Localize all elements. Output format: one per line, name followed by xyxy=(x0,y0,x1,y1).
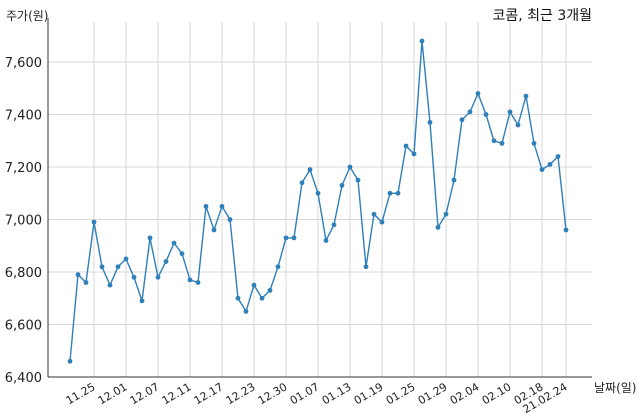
data-point xyxy=(427,119,433,125)
data-point xyxy=(411,151,417,157)
data-point xyxy=(171,240,177,246)
y-tick-label: 6,600 xyxy=(5,319,42,334)
data-point xyxy=(139,298,145,304)
data-point xyxy=(243,308,249,314)
y-tick-labels: 6,400 6,600 6,800 7,000 7,200 7,400 7,600 xyxy=(5,56,42,386)
data-point xyxy=(443,211,449,217)
data-point xyxy=(403,143,409,149)
x-tick-label: 02.10 xyxy=(480,380,514,407)
x-tick-label: 01.19 xyxy=(352,380,386,407)
data-point xyxy=(307,167,313,173)
x-tick-label: 11.25 xyxy=(64,380,98,407)
data-point xyxy=(251,282,257,288)
data-point xyxy=(227,217,233,222)
data-point xyxy=(315,190,321,196)
y-axis-label: 주가(원) xyxy=(6,9,48,23)
data-point xyxy=(267,287,273,293)
data-point xyxy=(419,38,425,44)
data-point xyxy=(531,140,537,146)
data-point xyxy=(355,177,361,183)
data-point xyxy=(451,177,457,183)
x-tick-label: 01.29 xyxy=(416,380,450,407)
data-point xyxy=(147,235,153,241)
x-tick-label: 01.25 xyxy=(384,380,418,407)
data-point xyxy=(179,251,185,257)
data-point xyxy=(507,109,513,115)
data-point xyxy=(235,295,241,301)
data-point xyxy=(347,164,353,170)
data-point xyxy=(155,274,161,280)
y-tick-label: 7,200 xyxy=(5,161,42,176)
data-point xyxy=(499,140,505,146)
data-point xyxy=(99,264,105,270)
data-point xyxy=(547,161,553,167)
x-tick-label: 01.13 xyxy=(320,380,354,407)
data-point xyxy=(483,112,489,117)
data-point xyxy=(331,222,337,228)
x-tick-label: 12.17 xyxy=(192,380,226,407)
x-tick-label: 02.04 xyxy=(448,380,482,407)
data-point xyxy=(131,274,137,280)
data-point xyxy=(91,219,97,225)
data-point xyxy=(67,358,73,364)
data-point xyxy=(299,180,305,186)
y-tick-label: 6,800 xyxy=(5,266,42,281)
data-point xyxy=(163,259,169,264)
data-point xyxy=(75,272,81,278)
chart-title: 코콤, 최근 3개월 xyxy=(492,8,592,24)
data-point xyxy=(563,227,569,233)
data-point xyxy=(491,138,497,144)
data-point xyxy=(123,256,129,262)
data-point xyxy=(115,264,121,270)
data-point xyxy=(203,203,209,209)
data-point xyxy=(539,167,545,173)
data-point xyxy=(339,182,345,188)
axes xyxy=(47,18,592,378)
grid-lines xyxy=(48,22,592,378)
data-point xyxy=(555,154,561,159)
data-point xyxy=(83,280,89,285)
x-tick-label: 01.07 xyxy=(288,380,322,407)
y-tick-label: 7,400 xyxy=(5,109,42,124)
x-tick-labels: 11.2512.0112.0712.1112.1712.2312.3001.07… xyxy=(64,380,570,416)
data-point xyxy=(259,295,265,301)
data-point xyxy=(379,219,385,225)
data-point xyxy=(275,264,281,270)
data-point xyxy=(283,235,289,241)
data-point xyxy=(515,122,521,128)
data-point xyxy=(211,227,217,233)
data-point xyxy=(475,91,481,96)
x-tick-label: 12.01 xyxy=(96,380,130,407)
data-point xyxy=(195,280,201,285)
data-point xyxy=(107,282,113,288)
data-point xyxy=(187,277,193,283)
x-tick-label: 12.23 xyxy=(224,380,258,407)
data-point xyxy=(363,264,369,270)
data-point xyxy=(291,235,297,241)
x-tick-label: 12.30 xyxy=(256,380,290,407)
data-point xyxy=(395,190,401,196)
x-tick-label: 12.11 xyxy=(160,380,194,407)
y-tick-label: 7,600 xyxy=(5,56,42,71)
data-point xyxy=(323,238,329,243)
data-point xyxy=(387,190,393,196)
y-tick-label: 6,400 xyxy=(5,371,42,386)
data-point xyxy=(435,224,441,230)
data-point xyxy=(459,117,465,123)
data-point xyxy=(371,211,377,217)
x-axis-label: 날짜(일) xyxy=(594,381,636,395)
y-tick-label: 7,000 xyxy=(5,214,42,229)
price-points xyxy=(67,38,569,364)
data-point xyxy=(523,93,529,99)
data-point xyxy=(467,109,473,115)
data-point xyxy=(219,203,225,209)
x-tick-label: 12.07 xyxy=(128,380,162,407)
